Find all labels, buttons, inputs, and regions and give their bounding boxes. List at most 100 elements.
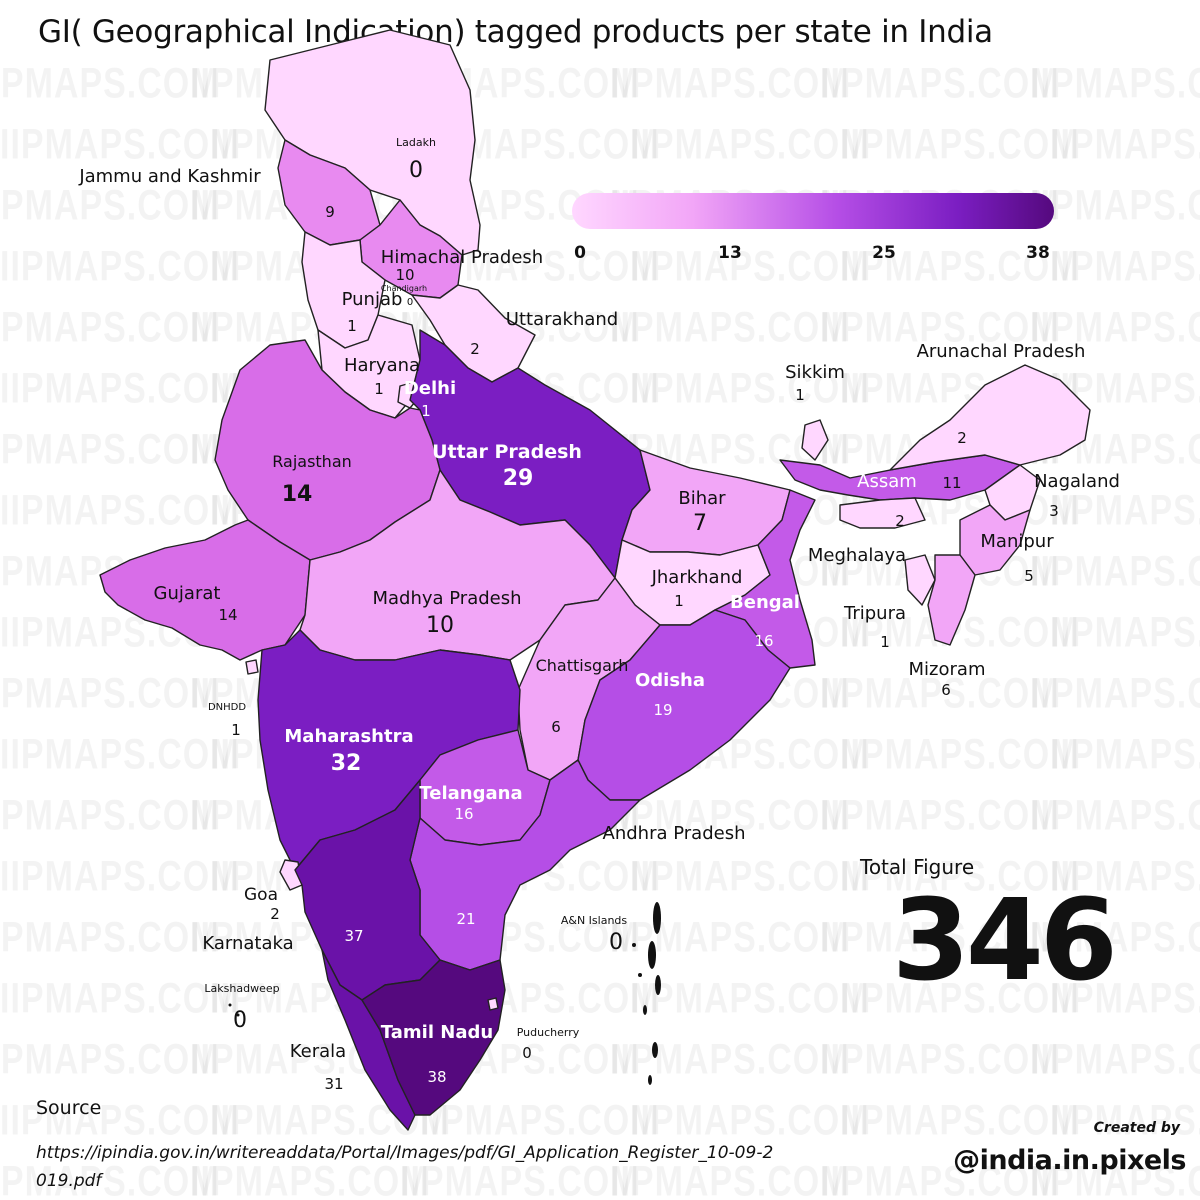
- region-odisha: [577, 609, 791, 801]
- legend-tick: 0: [574, 243, 586, 263]
- label-chandigarh-value: 0: [406, 297, 414, 308]
- legend-tick: 38: [1026, 243, 1050, 263]
- label-delhi-name: Delhi: [403, 378, 457, 399]
- label-haryana-name: Haryana: [343, 355, 421, 376]
- label-karnataka-name: Karnataka: [202, 933, 294, 954]
- region-dnhdd: [245, 659, 259, 675]
- label-odisha-name: Odisha: [634, 670, 706, 691]
- region-karnataka: [294, 779, 441, 1001]
- label-jharkhand-name: Jharkhand: [651, 567, 743, 588]
- label-dnhdd-name: DNHDD: [207, 702, 247, 713]
- label-meghalaya-name: Meghalaya: [807, 545, 907, 566]
- label-mizoram-name: Mizoram: [908, 659, 986, 680]
- label-mp-value: 10: [426, 613, 454, 638]
- region-puducherry: [487, 997, 499, 1011]
- label-nagaland-name: Nagaland: [1034, 471, 1120, 492]
- label-telangana-value: 16: [454, 805, 474, 823]
- label-himachal-name: Himachal Pradesh: [380, 247, 544, 268]
- label-goa-value: 2: [270, 905, 280, 923]
- label-arunachal-name: Arunachal Pradesh: [916, 341, 1086, 362]
- label-an-name: A&N Islands: [560, 914, 628, 927]
- region-uttarakhand: [411, 284, 536, 383]
- region-mizoram: [927, 554, 976, 646]
- label-kerala-name: Kerala: [289, 1041, 347, 1062]
- label-rajasthan-name: Rajasthan: [272, 452, 352, 471]
- label-punjab-value: 1: [347, 317, 357, 335]
- label-manipur-name: Manipur: [980, 531, 1054, 552]
- label-telangana-name: Telangana: [419, 783, 523, 804]
- label-up-name: Uttar Pradesh: [432, 441, 582, 463]
- label-delhi-value: 1: [421, 402, 431, 420]
- label-assam-value: 11: [942, 474, 962, 492]
- credit-label: Created by: [1093, 1120, 1180, 1136]
- label-maharashtra-value: 32: [330, 751, 362, 776]
- label-chhattisgarh-value: 6: [551, 718, 561, 736]
- label-odisha-value: 19: [653, 701, 673, 719]
- total-label: Total Figure: [860, 855, 975, 879]
- label-manipur-value: 5: [1024, 567, 1034, 585]
- source-label: Source: [36, 1097, 102, 1119]
- region-kerala: [321, 949, 416, 1131]
- label-lakshadweep-value: 0: [233, 1008, 247, 1033]
- label-rajasthan-value: 14: [281, 482, 313, 507]
- label-tamilnadu-name: Tamil Nadu: [380, 1022, 494, 1043]
- label-arunachal-value: 2: [957, 429, 967, 447]
- label-nagaland-value: 3: [1049, 502, 1059, 520]
- label-jk-value: 9: [325, 203, 335, 221]
- label-andhra-value: 21: [456, 910, 476, 928]
- label-bengal-name: Bengal: [730, 592, 800, 613]
- region-an-islands: [632, 902, 661, 1085]
- label-meghalaya-value: 2: [895, 512, 905, 530]
- label-ladakh-value: 0: [409, 158, 423, 183]
- region-sikkim: [801, 419, 829, 461]
- legend-gradient-bar: [572, 193, 1054, 229]
- label-haryana-value: 1: [374, 380, 384, 398]
- label-maharashtra-name: Maharashtra: [284, 726, 414, 747]
- label-uttarakhand-value: 2: [470, 340, 480, 358]
- label-an-value: 0: [609, 930, 623, 955]
- label-bihar-value: 7: [693, 511, 707, 536]
- region-arunachal: [889, 364, 1091, 471]
- label-tripura-name: Tripura: [843, 603, 907, 624]
- page-title: GI( Geographical Indication) tagged prod…: [38, 14, 993, 50]
- region-tripura: [904, 554, 936, 606]
- label-himachal-value: 10: [395, 266, 415, 284]
- label-karnataka-value: 37: [344, 927, 364, 945]
- label-kerala-value: 31: [324, 1075, 344, 1093]
- label-mp-name: Madhya Pradesh: [372, 588, 522, 609]
- label-andhra-name: Andhra Pradesh: [602, 823, 746, 844]
- label-bihar-name: Bihar: [678, 488, 726, 509]
- label-gujarat-name: Gujarat: [153, 583, 221, 604]
- label-dnhdd-value: 1: [231, 721, 241, 739]
- region-meghalaya: [839, 497, 926, 529]
- label-tamilnadu-value: 38: [427, 1068, 447, 1086]
- label-ladakh-name: Ladakh: [396, 136, 436, 149]
- label-up-value: 29: [502, 466, 534, 491]
- source-url: https://ipindia.gov.in/writereaddata/Por…: [36, 1143, 774, 1191]
- label-mizoram-value: 6: [941, 681, 951, 699]
- label-gujarat-value: 14: [218, 606, 238, 624]
- label-bengal-value: 16: [754, 632, 774, 650]
- label-assam-name: Assam: [857, 471, 917, 492]
- label-jk-name: Jammu and Kashmir: [79, 166, 261, 187]
- label-sikkim-value: 1: [795, 386, 805, 404]
- label-puducherry-name: Puducherry: [516, 1026, 580, 1039]
- label-uttarakhand-name: Uttarakhand: [505, 309, 619, 330]
- region-tamil-nadu: [361, 959, 506, 1116]
- label-puducherry-value: 0: [522, 1044, 532, 1062]
- legend-tick: 25: [872, 243, 896, 263]
- total-value: 346: [892, 876, 1118, 1006]
- label-lakshadweep-name: Lakshadweep: [204, 982, 280, 995]
- label-punjab-name: Punjab: [341, 289, 403, 310]
- region-lakshadweep: [228, 1003, 240, 1017]
- label-tripura-value: 1: [880, 633, 890, 651]
- label-jharkhand-value: 1: [674, 592, 684, 610]
- label-sikkim-name: Sikkim: [785, 362, 845, 383]
- credit-handle: @india.in.pixels: [953, 1145, 1186, 1176]
- legend-tick: 13: [718, 243, 742, 263]
- label-chhattisgarh-name: Chattisgarh: [535, 656, 629, 675]
- label-chandigarh-name: Chandigarh: [380, 284, 428, 293]
- label-goa-name: Goa: [244, 885, 278, 905]
